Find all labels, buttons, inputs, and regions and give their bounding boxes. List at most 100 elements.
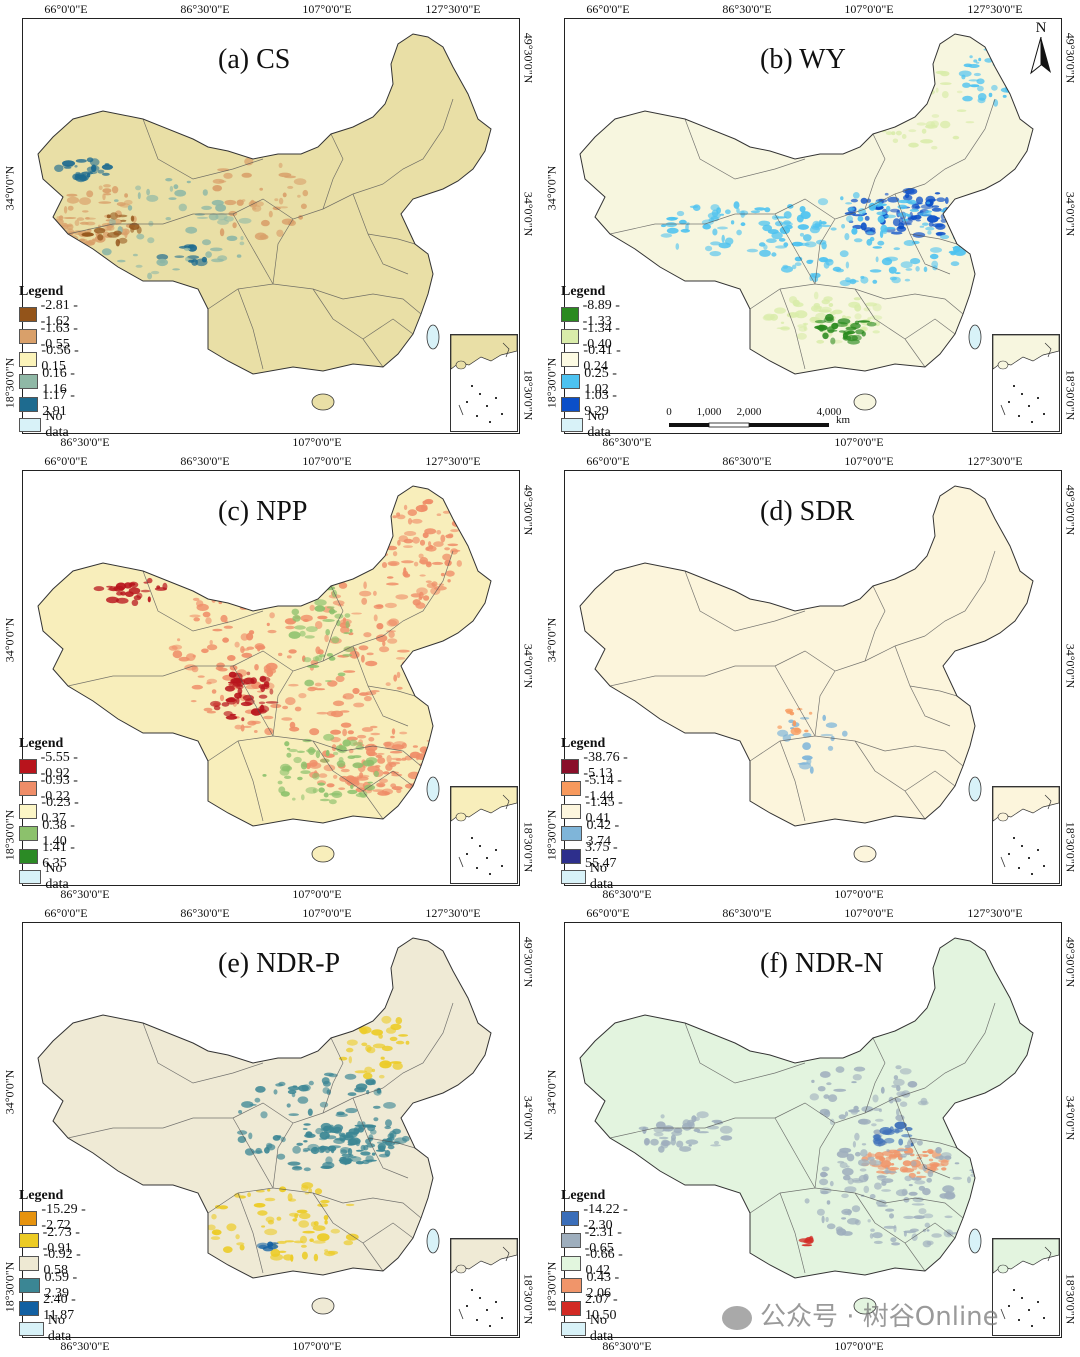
longitude-label-top: 86°30'0"E [722,906,772,920]
latitude-label-left: 18°30'0"N [2,357,17,409]
legend-swatch [19,781,37,797]
longitude-label-bottom: 86°30'0"E [60,435,110,449]
legend: Legend -14.22 - -2.30 -2.31 - -0.65 -0.66 -… [561,1188,630,1344]
legend-label: -8.89 - -1.33 [582,298,620,330]
legend-item: 1.17 - 2.91 [19,388,81,419]
latitude-label-right: 34°0'0"N [521,1095,536,1141]
longitude-label-top: 86°30'0"E [722,2,772,16]
legend-label: -0.41 - 0.24 [583,343,621,375]
longitude-label-bottom: 107°0'0"E [834,1339,884,1353]
legend-label: 0.38 - 1.40 [42,817,75,849]
map-frame [564,470,1062,886]
south-china-sea-inset [450,1238,518,1336]
longitude-label-bottom: 107°0'0"E [292,887,342,901]
legend-label: -1.63 - -0.55 [40,320,78,352]
china-landmass [580,486,1033,826]
longitude-label-top: 107°0'0"E [302,454,352,468]
legend-swatch [19,758,37,774]
legend-swatch [561,826,583,842]
longitude-label-top: 107°0'0"E [844,454,894,468]
longitude-label-top: 127°30'0"E [967,906,1023,920]
legend-swatch [561,1300,582,1316]
legend-title: Legend [19,284,64,299]
map-canvas [579,485,1034,863]
latitude-label-left: 18°30'0"N [2,1261,17,1313]
legend-label: -0.23 - 0.37 [41,795,79,827]
longitude-label-bottom: 107°0'0"E [834,887,884,901]
longitude-label-bottom: 86°30'0"E [60,1339,110,1353]
longitude-label-bottom: 107°0'0"E [292,1339,342,1353]
legend-swatch [561,396,581,412]
province-boundaries [609,1002,996,1274]
legend-item: 2.40 - 11.87 [19,1292,88,1323]
north-arrow-icon: N [1030,20,1052,80]
legend-item: 0.42 - 3.74 [561,818,630,849]
north-label: N [1035,20,1047,36]
wechat-icon [722,1305,752,1330]
latitude-label-left: 18°30'0"N [544,357,559,409]
raster-pattern [638,1065,989,1248]
longitude-label-top: 107°0'0"E [844,2,894,16]
legend-label: -0.66 - 0.42 [585,1247,623,1279]
latitude-label-right: 34°0'0"N [1063,643,1078,689]
legend: Legend -8.89 - -1.33 -1.34 - -0.40 -0.41 - … [561,284,623,440]
legend: Legend -38.76 - -5.13 -5.14 - -1.44 -1.45 -… [561,736,630,892]
national-boundary [579,33,1034,375]
legend-swatch [561,1255,582,1271]
legend-item: 3.75 - 55.47 [561,840,630,871]
legend-item: -0.92 - 0.58 [19,1247,88,1278]
longitude-label-top: 66°0'0"E [586,454,630,468]
legend-label: -0.93 - -0.22 [40,772,78,804]
legend-swatch [19,351,38,367]
latitude-label-right: 34°0'0"N [1063,1095,1078,1141]
legend-item-nodata: No data [561,861,630,892]
legend-item: -38.76 - -5.13 [561,750,630,781]
legend-item-nodata: No data [561,1313,630,1344]
hainan-island [853,1297,877,1315]
longitude-label-bottom: 86°30'0"E [602,435,652,449]
legend-swatch [19,803,38,819]
china-landmass [38,486,491,826]
legend-item: -2.73 - -0.91 [19,1225,88,1256]
south-china-sea-inset [992,786,1060,884]
legend-item: -5.55 - -0.92 [19,750,81,781]
latitude-label-right: 18°30'0"N [521,369,536,421]
legend-item: -0.56 - 0.15 [19,343,81,374]
latitude-label-right: 18°30'0"N [1063,1273,1078,1325]
hainan-island [311,1297,335,1315]
legend-item: -1.34 - -0.40 [561,321,623,352]
longitude-label-top: 66°0'0"E [44,906,88,920]
legend-title: Legend [19,736,64,751]
legend-label: No data [45,860,69,892]
watermark-text: 公众号 · 树谷Online [760,1302,999,1332]
national-boundary [37,937,492,1279]
longitude-label-bottom: 86°30'0"E [602,887,652,901]
hainan-island [853,845,877,863]
longitude-label-bottom: 86°30'0"E [60,887,110,901]
south-china-sea-inset [450,334,518,432]
legend-swatch [19,1233,39,1249]
legend-swatch [561,848,582,864]
legend-label: -1.34 - -0.40 [582,320,620,352]
legend-label: 1.41 - 6.35 [42,840,75,872]
panel-title: (d) SDR [760,496,855,527]
legend-swatch [561,1233,581,1249]
latitude-label-left: 34°0'0"N [544,617,559,663]
legend-swatch [561,758,580,774]
legend-swatch [19,826,39,842]
latitude-label-left: 34°0'0"N [2,1069,17,1115]
latitude-label-right: 49°30'0"N [1063,484,1078,536]
legend-swatch [19,1300,40,1316]
south-china-sea-inset [450,786,518,884]
map-frame [564,18,1062,434]
legend: Legend -15.29 - -2.72 -2.73 - -0.91 -0.92 -… [19,1188,88,1344]
legend-item: 0.43 - 2.06 [561,1270,630,1301]
legend-label: -0.92 - 0.58 [43,1247,81,1279]
legend-swatch [19,848,39,864]
legend-item: -0.93 - -0.22 [19,773,81,804]
legend-item: -1.63 - -0.55 [19,321,81,352]
legend-label: 2.40 - 11.87 [43,1292,76,1324]
legend-swatch [19,869,42,884]
legend-swatch [19,306,37,322]
legend-label: 0.43 - 2.06 [586,1269,620,1301]
